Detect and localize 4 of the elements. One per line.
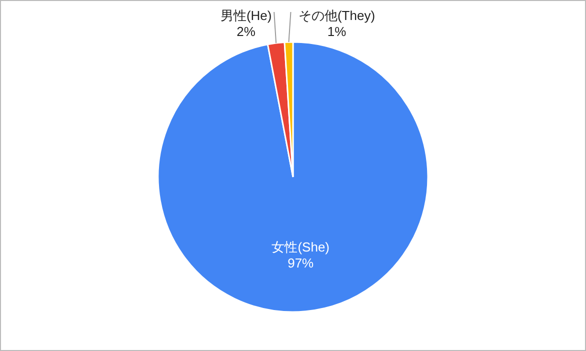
slice-label: 男性(He) (220, 8, 272, 23)
data-label: 1% (327, 24, 347, 39)
data-label: 2% (236, 24, 256, 39)
slice-label: その他(They) (298, 8, 376, 23)
